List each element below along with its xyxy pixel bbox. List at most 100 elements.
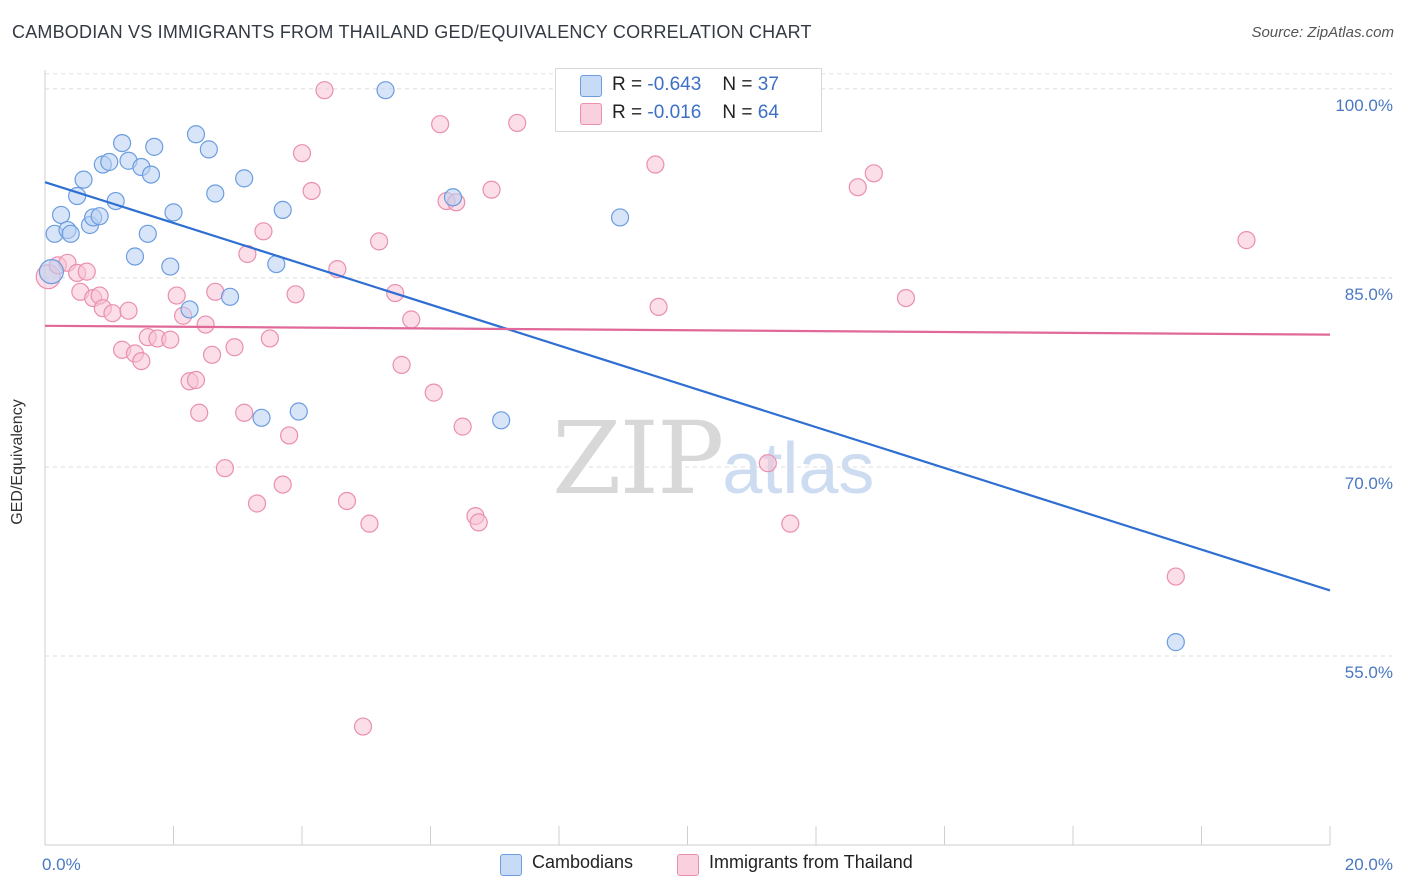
thailand-point [202, 345, 222, 364]
thailand-point [370, 232, 389, 251]
x-tick-label-end: 20.0% [1345, 855, 1393, 874]
n-value: 37 [757, 74, 779, 95]
cambodian-point [145, 137, 164, 156]
thailand-point [302, 181, 321, 201]
thailand-point [896, 288, 916, 308]
cambodian-point [100, 152, 119, 172]
thailand-point [186, 370, 206, 390]
cambodian-point [61, 224, 80, 243]
legend-swatch-pink [677, 854, 699, 876]
watermark: ZIPatlas [552, 400, 874, 517]
legend-label: Cambodians [532, 852, 634, 872]
thailand-point [247, 494, 267, 513]
thailand-point [360, 514, 379, 533]
thailand-point [1237, 231, 1256, 250]
cambodian-point [74, 170, 93, 189]
watermark-atlas: atlas [722, 429, 875, 509]
cambodian-point [186, 125, 206, 144]
thailand-point [402, 310, 421, 329]
thailand-point [273, 475, 292, 494]
thailand-point [215, 459, 234, 478]
cambodian-point [141, 165, 161, 184]
legend-swatch-pink [580, 103, 602, 125]
thailand-point [864, 164, 883, 183]
thailand-point [132, 351, 151, 371]
thailand-point [103, 304, 122, 323]
cambodian-point [90, 207, 109, 226]
cambodian-point [492, 411, 511, 430]
gridlines [45, 73, 1392, 657]
thailand-point [280, 426, 299, 445]
cambodian-trend-line [44, 181, 1331, 592]
r-label: R = [612, 74, 643, 95]
legend-stats-thailand: R = -0.016 N = 64 [612, 102, 779, 124]
r-value: -0.016 [647, 102, 702, 123]
thailand-point [190, 403, 209, 422]
legend-label: Immigrants from Thailand [709, 852, 913, 872]
thailand-point [235, 403, 254, 422]
cambodian-point [112, 133, 132, 153]
thailand-point [292, 144, 312, 163]
thailand-point [77, 262, 96, 281]
cambodian-point [164, 203, 183, 222]
thailand-point [167, 286, 186, 305]
n-label: N = [722, 74, 753, 95]
cambodian-point [199, 140, 218, 159]
thailand-point [649, 297, 668, 317]
thailand-point [646, 155, 665, 174]
data-points [35, 81, 1256, 736]
thailand-point [431, 115, 450, 134]
chart-title: CAMBODIAN VS IMMIGRANTS FROM THAILAND GE… [12, 22, 812, 42]
cambodian-point [273, 200, 292, 219]
cambodian-point [1166, 633, 1185, 652]
cambodian-point [376, 81, 395, 100]
thailand-point [353, 717, 373, 736]
legend-swatch-blue [500, 854, 522, 876]
tick-labels: 100.0% 85.0% 70.0% 55.0% 0.0% 20.0% [42, 96, 1393, 874]
legend-swatch-blue [580, 75, 602, 97]
thailand-point [286, 285, 305, 304]
cambodian-point [235, 169, 254, 188]
thailand-point [119, 301, 138, 320]
thailand-point [225, 338, 244, 357]
thailand-point [392, 355, 411, 374]
cambodian-point [138, 224, 157, 243]
cambodian-point [51, 205, 71, 225]
cambodian-point [610, 208, 630, 227]
thailand-point [424, 383, 443, 402]
legend-stats-cambodians: R = -0.643 N = 37 [612, 74, 779, 96]
thailand-point [758, 454, 777, 473]
cambodian-point [206, 184, 225, 203]
thailand-point [254, 222, 273, 241]
y-tick-label: 70.0% [1345, 474, 1393, 493]
correlation-legend: R = -0.643 N = 37 R = -0.016 N = 64 [555, 68, 822, 132]
thailand-point [469, 513, 488, 532]
cambodian-point [289, 402, 308, 421]
cambodian-point [125, 247, 145, 266]
cambodian-point [180, 300, 199, 319]
thailand-trend-line [44, 324, 1331, 336]
thailand-point [508, 113, 527, 133]
r-value: -0.643 [647, 74, 702, 95]
n-value: 64 [757, 102, 779, 123]
thailand-point [196, 315, 215, 334]
y-tick-label: 55.0% [1345, 663, 1393, 682]
watermark-zip: ZIP [552, 400, 724, 517]
thailand-point [260, 329, 279, 348]
source-label: Source: ZipAtlas.com [1251, 24, 1394, 41]
thailand-point [315, 81, 334, 100]
r-label: R = [612, 102, 643, 123]
cambodian-point [161, 257, 180, 276]
thailand-point [453, 417, 472, 436]
cambodian-point [443, 188, 463, 207]
trend-lines [44, 181, 1331, 592]
cambodian-point [220, 287, 240, 306]
axes [44, 70, 1331, 846]
thailand-point [781, 514, 800, 533]
y-tick-label: 100.0% [1335, 96, 1393, 115]
thailand-point [848, 178, 867, 197]
cambodian-point [252, 408, 271, 427]
y-tick-label: 85.0% [1345, 285, 1393, 304]
cambodian-point [38, 259, 65, 285]
